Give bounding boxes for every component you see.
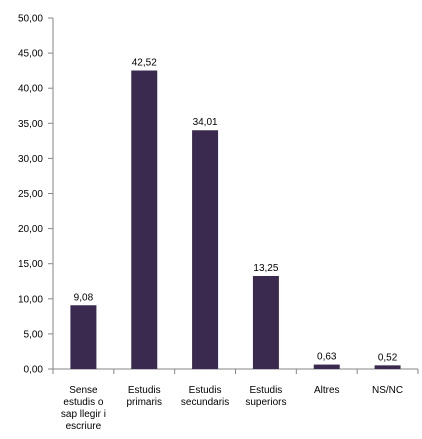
- bar: [192, 130, 219, 369]
- bar: [131, 70, 158, 370]
- category-label: Estudis primaris: [126, 385, 162, 408]
- data-label: 42,52: [132, 58, 157, 69]
- category-label: Altres: [314, 385, 340, 396]
- data-label: 0,52: [378, 352, 398, 363]
- y-tick-label: 10,00: [18, 294, 43, 305]
- data-label: 9,08: [74, 292, 94, 303]
- y-tick-label: 25,00: [18, 189, 43, 200]
- y-tick-label: 45,00: [18, 49, 43, 60]
- data-label: 34,01: [193, 117, 218, 128]
- category-label: Estudis superiors: [245, 385, 286, 408]
- y-tick-label: 5,00: [24, 329, 44, 340]
- category-label: Sense estudis o sap llegir i escriure: [61, 385, 106, 432]
- y-tick-label: 40,00: [18, 84, 43, 95]
- bar: [252, 275, 279, 369]
- y-tick-label: 50,00: [18, 14, 43, 25]
- bar: [374, 365, 401, 369]
- y-tick-label: 35,00: [18, 119, 43, 130]
- data-label: 13,25: [253, 263, 278, 274]
- y-tick-label: 15,00: [18, 259, 43, 270]
- bar: [313, 364, 340, 369]
- y-tick-label: 20,00: [18, 224, 43, 235]
- category-label: NS/NC: [372, 385, 403, 396]
- bar: [70, 305, 97, 369]
- data-label: 0,63: [317, 352, 337, 363]
- category-label: Estudis secundaris: [181, 385, 229, 408]
- y-tick-label: 30,00: [18, 154, 43, 165]
- y-tick-label: 0,00: [24, 365, 44, 376]
